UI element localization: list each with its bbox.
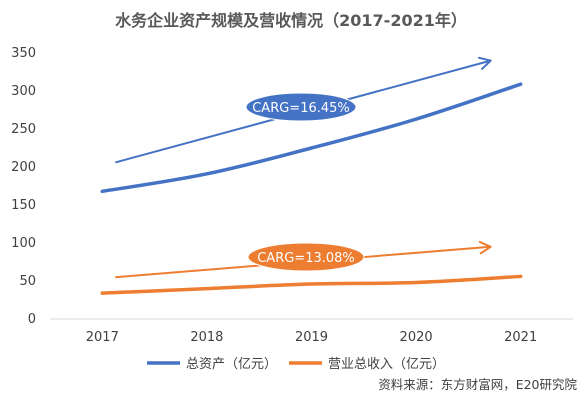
- cagr-badge-label: CARG=16.45%: [252, 101, 350, 116]
- data-point: [520, 83, 522, 85]
- source-note: 资料来源：东方财富网，E20研究院: [378, 377, 577, 392]
- trend-arrow-head: [478, 240, 492, 255]
- x-tick-label: 2021: [504, 330, 537, 345]
- series-lines: [100, 82, 523, 295]
- y-tick-label: 250: [11, 122, 36, 137]
- y-tick-label: 0: [28, 312, 36, 327]
- legend-label-0: 总资产（亿元）: [186, 357, 277, 372]
- x-tick-label: 2019: [295, 330, 328, 345]
- y-tick-label: 100: [11, 236, 36, 251]
- data-point: [415, 282, 417, 284]
- data-point: [101, 190, 103, 192]
- y-tick-label: 200: [11, 160, 36, 175]
- chart-title: 水务企业资产规模及营收情况（2017-2021年）: [115, 11, 467, 30]
- y-tick-label: 150: [11, 198, 36, 213]
- cagr-badge-0: [245, 92, 357, 122]
- data-point: [415, 118, 417, 120]
- x-axis: 2017 2018 2019 2020 2021: [86, 330, 537, 345]
- x-tick-label: 2018: [190, 330, 223, 345]
- legend: 总资产（亿元） 营业总收入（亿元）: [147, 357, 445, 372]
- y-tick-label: 300: [11, 84, 36, 99]
- x-tick-label: 2020: [400, 330, 433, 345]
- data-point: [311, 283, 312, 285]
- data-point: [311, 147, 312, 149]
- legend-label-1: 营业总收入（亿元）: [328, 357, 445, 372]
- trend-arrow-head: [478, 56, 492, 70]
- cagr-badge-label: CARG=13.08%: [257, 251, 355, 266]
- data-point: [101, 292, 103, 294]
- data-point: [520, 275, 522, 277]
- data-point: [206, 288, 208, 290]
- y-tick-label: 50: [19, 274, 36, 289]
- x-tick-label: 2017: [86, 330, 119, 345]
- series-line-1: [100, 274, 523, 295]
- y-tick-label: 350: [11, 46, 36, 61]
- cagr-badge-1: [247, 242, 365, 272]
- y-axis: 0 50 100 150 200 250 300 350: [11, 46, 36, 327]
- data-point: [206, 173, 208, 175]
- cagr-badges: CARG=16.45% CARG=13.08%: [245, 92, 365, 272]
